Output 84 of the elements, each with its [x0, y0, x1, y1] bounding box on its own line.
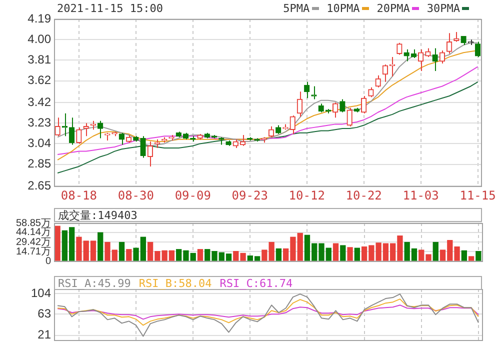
y-tick-label: 14.71万	[16, 246, 51, 258]
y-tick-label: 3.81	[28, 52, 52, 67]
series-label: RSI_A:45.99	[58, 276, 131, 290]
candlestick	[361, 95, 367, 114]
candlestick	[375, 74, 381, 88]
x-tick-label: 09-09	[174, 188, 211, 202]
candlestick	[418, 48, 424, 72]
bar	[197, 249, 204, 261]
candlestick	[368, 86, 374, 98]
x-tick-label: 10-22	[346, 188, 382, 202]
candlestick	[83, 122, 89, 137]
y-tick-label: 21	[38, 328, 52, 342]
bar	[461, 250, 467, 261]
bar	[476, 250, 482, 261]
candlestick	[97, 120, 104, 139]
candlestick	[290, 115, 296, 134]
legend-label: 5PMA	[283, 2, 310, 14]
candlestick	[232, 138, 238, 149]
y-tick-label: 0	[45, 256, 52, 267]
candlestick	[425, 48, 431, 58]
y-tick-label: 58.85万	[16, 218, 51, 229]
candlestick	[446, 32, 452, 54]
candlestick	[140, 136, 146, 158]
bar	[354, 248, 360, 261]
y-tick-label: 44.14万	[16, 227, 51, 238]
candlestick	[346, 107, 352, 127]
candlestick	[474, 41, 481, 58]
y-tick-label: 3.23	[28, 115, 52, 130]
bar	[98, 232, 104, 261]
y-tick-label: 4.00	[28, 32, 52, 46]
y-tick-label: 63	[38, 306, 52, 320]
bar	[340, 245, 346, 261]
candlestick	[410, 48, 417, 59]
y-tick-label: 3.62	[28, 73, 52, 88]
candlestick	[104, 132, 110, 141]
y-tick-label: 3.42	[28, 94, 52, 109]
candlestick	[454, 32, 460, 42]
bar	[332, 243, 339, 261]
bar	[432, 242, 438, 261]
candlestick	[68, 117, 75, 146]
legend-label: 30PMA	[426, 2, 460, 14]
candlestick	[276, 124, 282, 134]
y-tick-label: 3.04	[28, 136, 52, 150]
y-tick-label: 2.65	[28, 178, 52, 192]
x-tick-label: 11-15	[460, 188, 496, 202]
legend-label: 10PMA	[326, 2, 360, 14]
candlestick	[240, 134, 246, 146]
candlestick	[126, 134, 132, 144]
candlestick	[204, 132, 210, 139]
candlestick	[282, 124, 288, 130]
series-label: RSI_C:61.74	[220, 276, 293, 290]
chart-title: 2021-11-15 15:00	[57, 2, 163, 14]
x-tick-label: 08-18	[60, 188, 97, 202]
candlestick	[268, 126, 274, 138]
candlestick	[118, 132, 124, 146]
candlestick	[147, 141, 153, 167]
text: RSI_B:58.04	[138, 276, 212, 290]
x-tick-label: 10-12	[288, 188, 325, 202]
legend-label: 20PMA	[376, 2, 410, 14]
candlestick	[318, 103, 324, 113]
bar	[347, 247, 353, 261]
x-tick-label: 09-23	[232, 188, 268, 202]
candlestick	[432, 48, 438, 72]
x-tick-label: 08-30	[118, 188, 154, 202]
candlestick	[332, 102, 338, 118]
y-tick-label: 104	[30, 286, 52, 300]
candlestick	[76, 126, 82, 144]
candlestick	[439, 50, 446, 64]
bar	[468, 256, 474, 261]
bar	[126, 249, 132, 261]
bar	[54, 226, 60, 261]
candlestick	[296, 91, 303, 118]
y-tick-label: 29.42万	[16, 236, 51, 248]
candlestick	[311, 86, 317, 100]
y-tick-label: 2.85	[28, 156, 52, 171]
candlestick	[396, 42, 402, 56]
chart-title: 成交量:149403	[58, 208, 138, 222]
candlestick	[340, 98, 346, 113]
x-tick-label: 11-03	[402, 188, 439, 202]
bar	[276, 248, 282, 261]
y-tick-label: 4.19	[28, 11, 52, 26]
candlestick	[304, 81, 310, 99]
bar	[118, 242, 125, 261]
candlestick	[354, 107, 360, 113]
